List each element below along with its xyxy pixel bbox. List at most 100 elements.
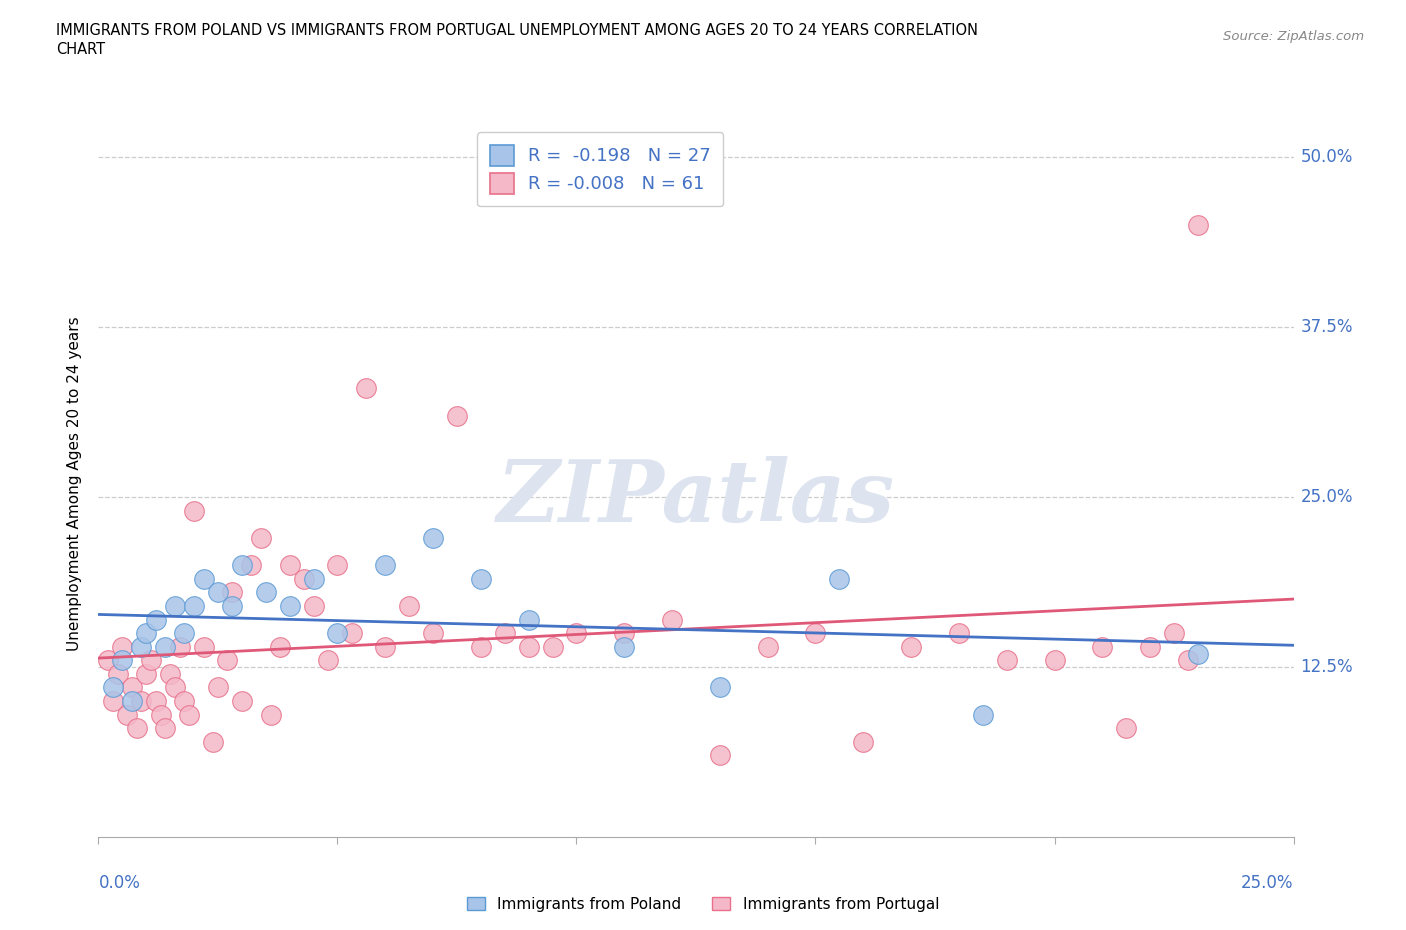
Point [494, 626, 516, 641]
Point [470, 639, 492, 654]
Point [709, 680, 731, 695]
Point [302, 599, 325, 614]
Point [97, 653, 120, 668]
Point [101, 680, 124, 695]
Point [661, 612, 683, 627]
Point [121, 680, 143, 695]
Point [240, 558, 263, 573]
Point [135, 667, 157, 682]
Point [828, 571, 851, 586]
Point [259, 707, 281, 722]
Point [374, 639, 396, 654]
Point [173, 694, 195, 709]
Point [111, 653, 134, 668]
Point [422, 626, 444, 641]
Point [278, 599, 301, 614]
Point [145, 694, 167, 709]
Point [107, 667, 129, 682]
Point [179, 707, 201, 722]
Point [565, 626, 588, 641]
Point [398, 599, 420, 614]
Point [169, 639, 191, 654]
Point [316, 653, 339, 668]
Text: 25.0%: 25.0% [1301, 488, 1353, 506]
Point [1163, 626, 1185, 641]
Point [354, 381, 377, 396]
Point [709, 748, 731, 763]
Point [217, 653, 239, 668]
Point [131, 694, 153, 709]
Point [183, 503, 205, 518]
Point [517, 612, 540, 627]
Text: 50.0%: 50.0% [1301, 149, 1353, 166]
Point [145, 612, 167, 627]
Point [422, 530, 444, 545]
Point [131, 639, 153, 654]
Text: Source: ZipAtlas.com: Source: ZipAtlas.com [1223, 30, 1364, 43]
Point [374, 558, 396, 573]
Point [202, 735, 225, 750]
Text: 0.0%: 0.0% [98, 874, 141, 892]
Point [1187, 646, 1209, 661]
Point [139, 653, 162, 668]
Point [804, 626, 827, 641]
Point [269, 639, 291, 654]
Point [121, 694, 143, 709]
Point [852, 735, 875, 750]
Point [613, 626, 636, 641]
Point [101, 694, 124, 709]
Point [111, 639, 134, 654]
Point [278, 558, 301, 573]
Point [756, 639, 779, 654]
Point [1187, 218, 1209, 232]
Point [231, 558, 253, 573]
Point [207, 585, 229, 600]
Point [948, 626, 970, 641]
Point [115, 707, 138, 722]
Point [1115, 721, 1137, 736]
Point [254, 585, 277, 600]
Point [159, 667, 181, 682]
Point [1043, 653, 1066, 668]
Point [149, 707, 172, 722]
Point [155, 639, 177, 654]
Point [1091, 639, 1114, 654]
Point [250, 530, 273, 545]
Point [193, 639, 215, 654]
Point [292, 571, 315, 586]
Point [470, 571, 492, 586]
Point [125, 721, 148, 736]
Point [173, 626, 195, 641]
Point [340, 626, 363, 641]
Text: 25.0%: 25.0% [1241, 874, 1294, 892]
Point [207, 680, 229, 695]
Point [326, 626, 349, 641]
Legend: R =  -0.198   N = 27, R = -0.008   N = 61: R = -0.198 N = 27, R = -0.008 N = 61 [478, 132, 723, 206]
Point [221, 599, 243, 614]
Text: 12.5%: 12.5% [1301, 658, 1353, 676]
Point [446, 408, 468, 423]
Point [302, 571, 325, 586]
Point [972, 707, 994, 722]
Point [613, 639, 636, 654]
Point [541, 639, 564, 654]
Text: CHART: CHART [56, 42, 105, 57]
Point [1139, 639, 1161, 654]
Legend: Immigrants from Poland, Immigrants from Portugal: Immigrants from Poland, Immigrants from … [461, 890, 945, 918]
Point [183, 599, 205, 614]
Point [900, 639, 922, 654]
Point [517, 639, 540, 654]
Point [163, 680, 186, 695]
Text: IMMIGRANTS FROM POLAND VS IMMIGRANTS FROM PORTUGAL UNEMPLOYMENT AMONG AGES 20 TO: IMMIGRANTS FROM POLAND VS IMMIGRANTS FRO… [56, 23, 979, 38]
Text: ZIPatlas: ZIPatlas [496, 456, 896, 539]
Point [995, 653, 1018, 668]
Point [326, 558, 349, 573]
Y-axis label: Unemployment Among Ages 20 to 24 years: Unemployment Among Ages 20 to 24 years [67, 316, 83, 651]
Text: 37.5%: 37.5% [1301, 318, 1353, 337]
Point [155, 721, 177, 736]
Point [231, 694, 253, 709]
Point [221, 585, 243, 600]
Point [163, 599, 186, 614]
Point [193, 571, 215, 586]
Point [135, 626, 157, 641]
